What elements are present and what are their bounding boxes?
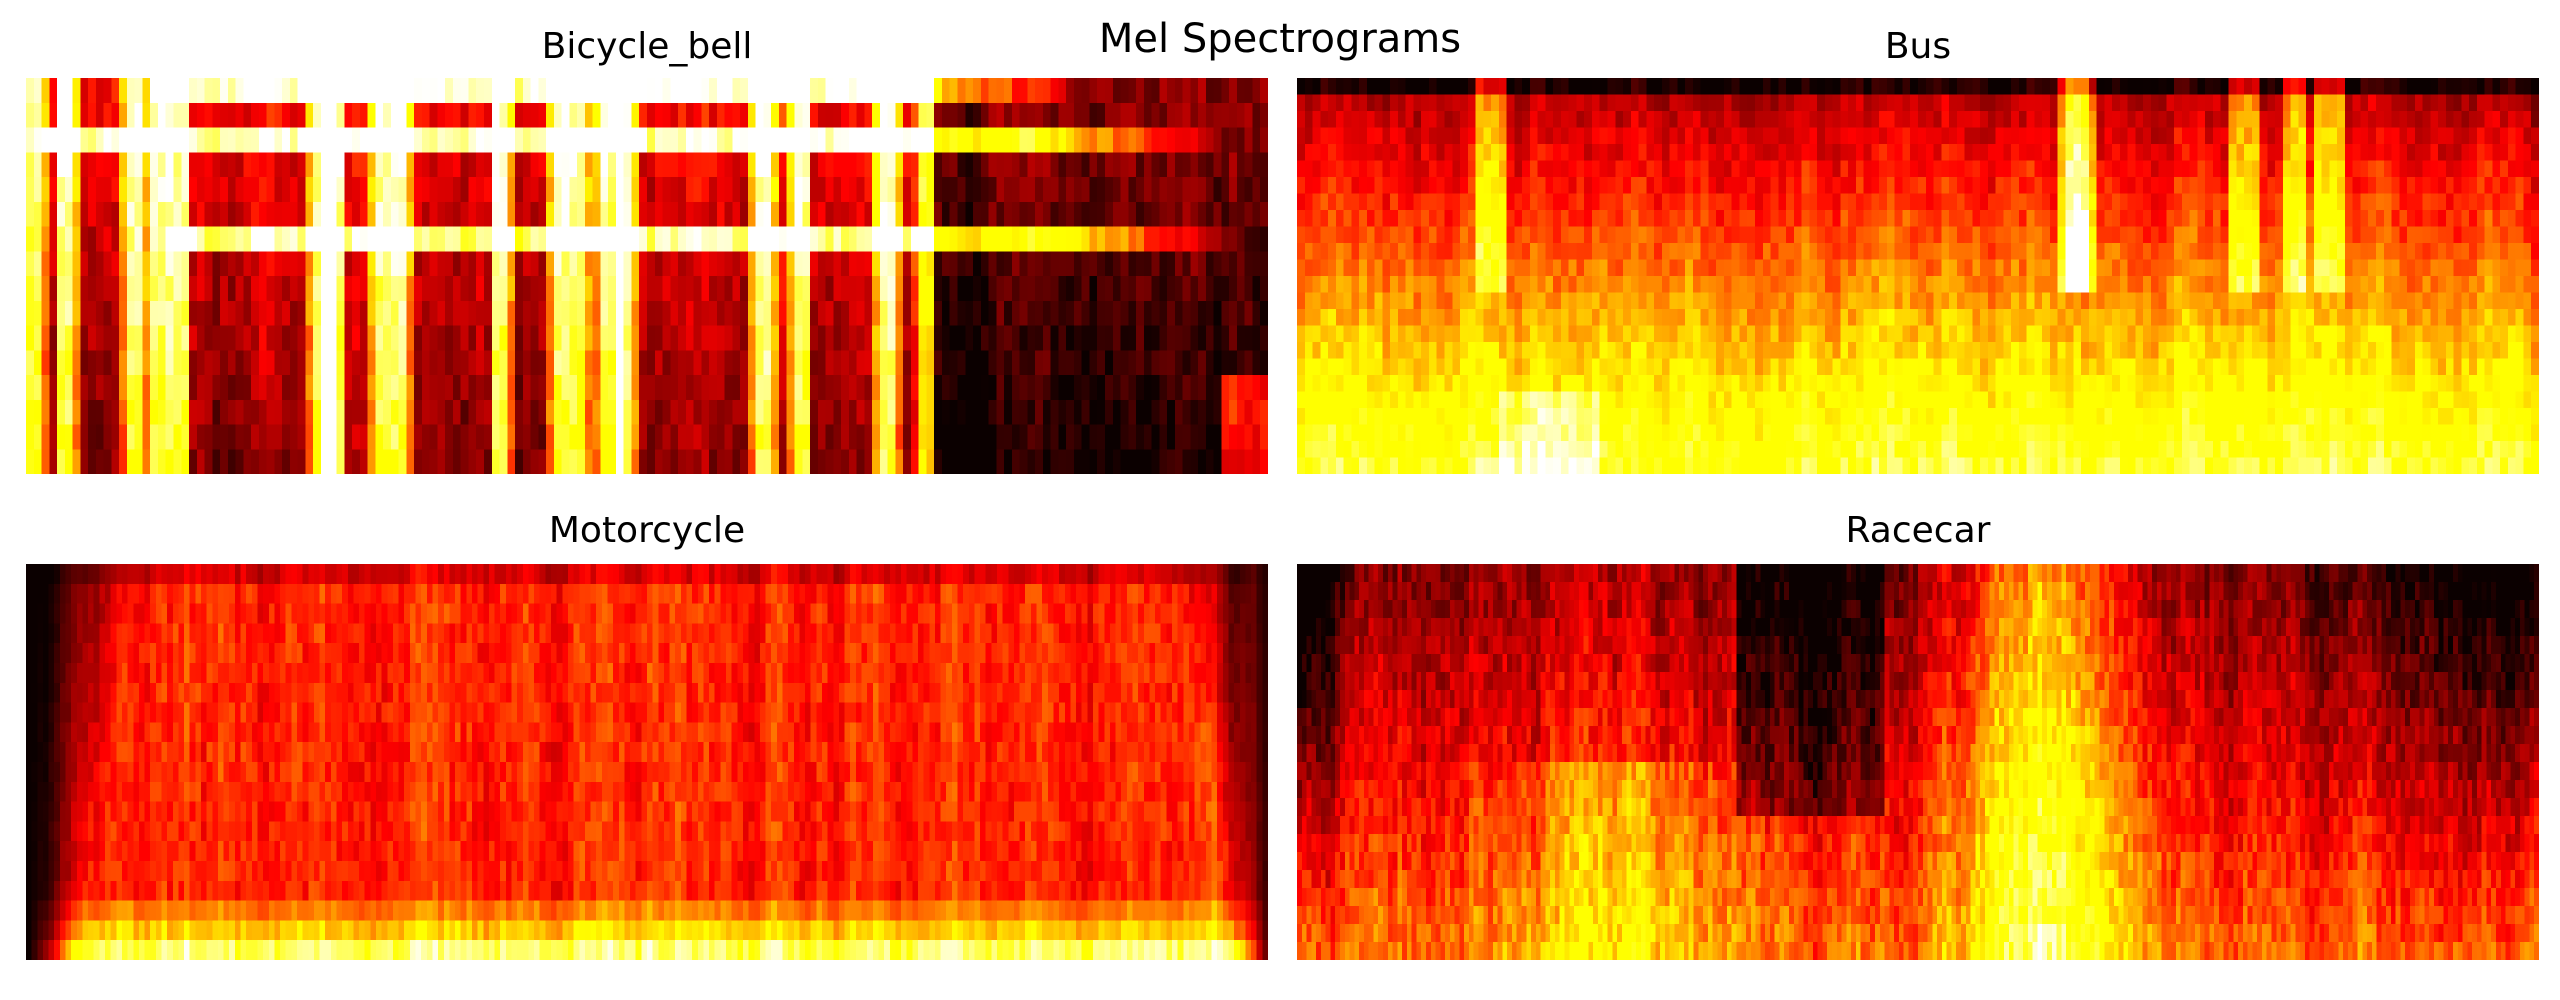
spectrogram-bicycle-bell <box>26 78 1268 474</box>
spectrogram-racecar <box>1297 564 2539 960</box>
panel-title-bus: Bus <box>1884 26 1952 67</box>
panel-title-racecar: Racecar <box>1845 510 1991 551</box>
panel-title-motorcycle: Motorcycle <box>548 510 746 551</box>
figure-suptitle: Mel Spectrograms <box>1098 16 1462 62</box>
panel-title-bicycle-bell: Bicycle_bell <box>541 26 753 67</box>
spectrogram-motorcycle <box>26 564 1268 960</box>
spectrogram-bus <box>1297 78 2539 474</box>
